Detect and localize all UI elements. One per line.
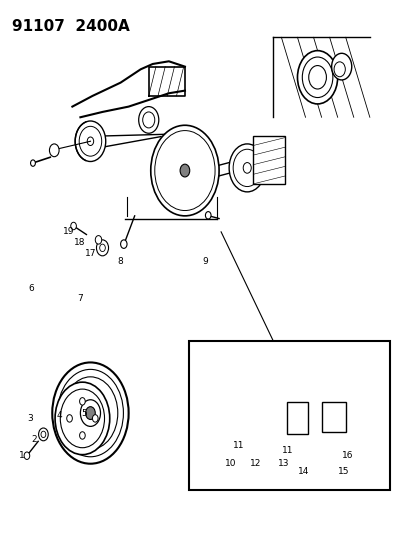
Circle shape — [302, 57, 332, 98]
Circle shape — [99, 244, 105, 252]
Text: 11: 11 — [281, 446, 292, 455]
Circle shape — [96, 240, 108, 256]
Circle shape — [271, 411, 278, 421]
Circle shape — [297, 51, 337, 104]
Circle shape — [49, 144, 59, 157]
Circle shape — [95, 236, 101, 244]
Circle shape — [57, 369, 123, 457]
Text: 14: 14 — [297, 467, 308, 476]
Circle shape — [92, 415, 98, 422]
Text: 5: 5 — [81, 409, 87, 417]
Text: 8: 8 — [117, 257, 122, 265]
Bar — [321, 402, 345, 432]
Text: 9: 9 — [202, 257, 207, 265]
Circle shape — [52, 362, 128, 464]
Circle shape — [120, 240, 127, 248]
Circle shape — [142, 112, 154, 128]
Text: 16: 16 — [341, 451, 352, 460]
Circle shape — [79, 126, 101, 156]
Text: 7: 7 — [77, 294, 82, 303]
Text: 17: 17 — [85, 249, 96, 257]
Text: 4: 4 — [57, 411, 62, 420]
Text: 1: 1 — [19, 451, 25, 460]
Circle shape — [239, 409, 254, 428]
Circle shape — [219, 406, 234, 425]
Circle shape — [348, 444, 358, 457]
Circle shape — [79, 398, 85, 405]
Circle shape — [30, 160, 35, 166]
Bar — [287, 402, 307, 434]
Circle shape — [150, 125, 219, 216]
Circle shape — [24, 452, 30, 459]
Circle shape — [333, 62, 344, 77]
Circle shape — [71, 222, 76, 230]
Text: 91107  2400A: 91107 2400A — [12, 19, 130, 34]
Circle shape — [331, 53, 351, 80]
Circle shape — [229, 144, 265, 192]
Circle shape — [180, 164, 189, 177]
Text: 11: 11 — [233, 441, 244, 449]
Circle shape — [308, 66, 326, 89]
Circle shape — [67, 415, 72, 422]
Circle shape — [138, 107, 158, 133]
Circle shape — [60, 389, 104, 448]
Text: 18: 18 — [74, 238, 85, 247]
Circle shape — [203, 430, 210, 439]
Circle shape — [223, 411, 230, 421]
Circle shape — [38, 428, 48, 441]
Text: 13: 13 — [277, 459, 288, 468]
Circle shape — [233, 149, 261, 187]
Text: 3: 3 — [27, 414, 33, 423]
Text: 2: 2 — [31, 435, 37, 444]
Bar — [188, 341, 389, 490]
Circle shape — [205, 212, 211, 219]
Circle shape — [79, 432, 85, 439]
Circle shape — [55, 382, 109, 455]
Circle shape — [154, 131, 215, 211]
Text: 6: 6 — [28, 285, 34, 293]
Circle shape — [41, 431, 46, 438]
Circle shape — [80, 400, 100, 426]
Circle shape — [63, 377, 117, 449]
Circle shape — [85, 407, 95, 419]
Circle shape — [235, 403, 258, 433]
Text: 15: 15 — [337, 467, 348, 476]
Circle shape — [303, 369, 308, 375]
Text: 12: 12 — [249, 459, 260, 468]
Bar — [253, 136, 285, 184]
Text: 10: 10 — [225, 459, 236, 468]
Circle shape — [267, 406, 282, 425]
Circle shape — [87, 137, 93, 146]
Circle shape — [243, 163, 251, 173]
Circle shape — [75, 121, 105, 161]
Text: 19: 19 — [63, 228, 74, 236]
